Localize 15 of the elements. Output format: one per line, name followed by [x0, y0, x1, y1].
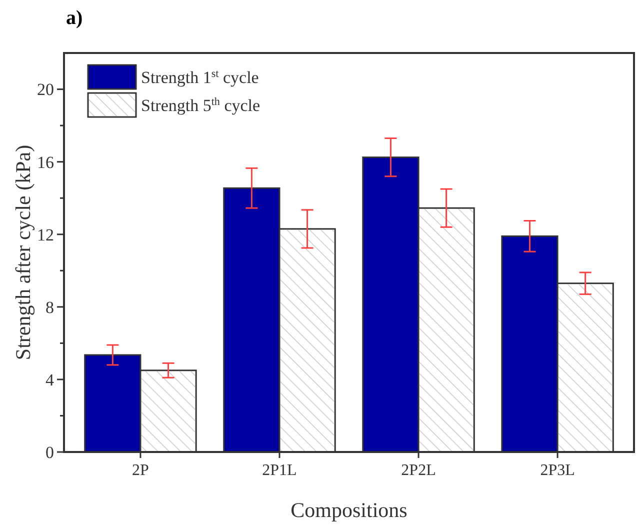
y-axis-title: Strength after cycle (kPa) [11, 144, 35, 360]
x-axis-title: Compositions [290, 498, 408, 522]
y-tick-label: 8 [46, 298, 54, 317]
y-tick-label: 12 [37, 225, 54, 244]
y-tick-label: 4 [46, 370, 54, 390]
x-tick-label: 2P2L [401, 462, 436, 479]
y-tick-label: 20 [37, 80, 54, 100]
y-tick-label: 16 [37, 152, 54, 172]
legend-label: Strength 1$^{st}$ cycle [141, 68, 259, 87]
legend-label: Strength 5$^{th}$ cycle [141, 96, 260, 115]
y-tick-label: 0 [46, 442, 54, 462]
x-tick-label: 2P [132, 462, 150, 479]
chart-title: a) [66, 7, 83, 29]
x-tick-label: 2P3L [540, 462, 575, 479]
x-tick-label: 2P1L [262, 462, 297, 479]
